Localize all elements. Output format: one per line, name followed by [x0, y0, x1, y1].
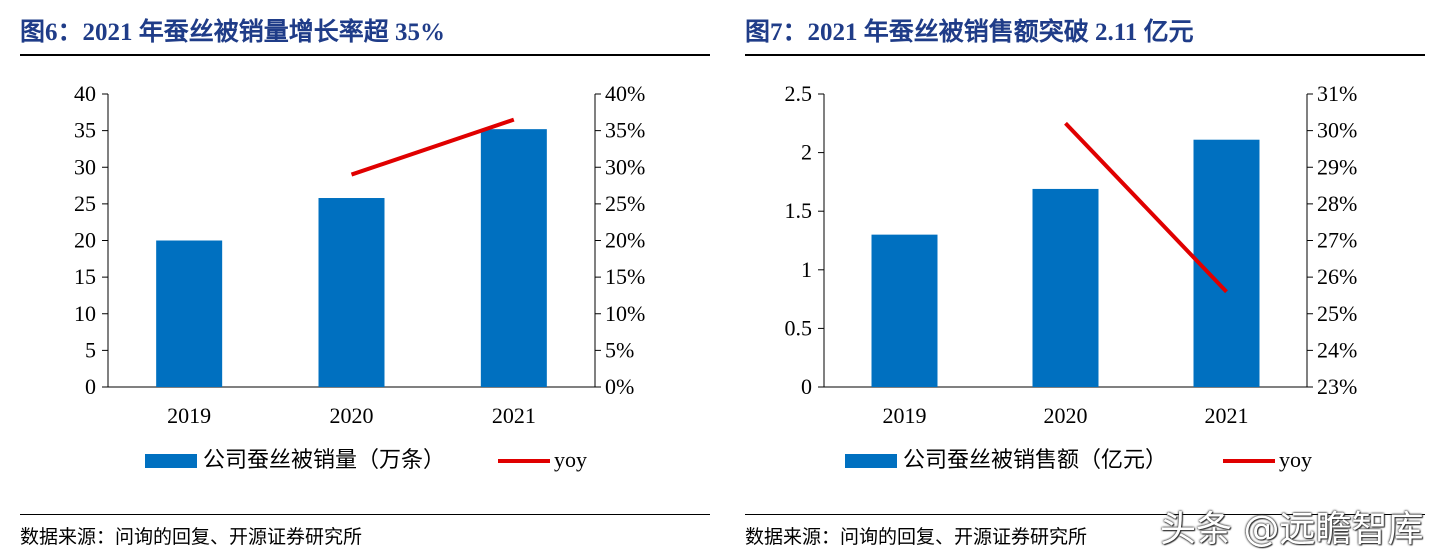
left-tick-label: 10	[74, 301, 96, 326]
bar	[1193, 139, 1260, 387]
right-tick-label: 30%	[605, 154, 645, 179]
legend-bar-label: 公司蚕丝被销量（万条）	[203, 447, 445, 472]
chart-2-plot: 0 0.5 1 1.5 2 2.5 23% 24% 25% 26% 27% 28% 29% 30% 31% 2…	[785, 81, 1358, 472]
right-tick-label: 28%	[1317, 191, 1357, 216]
legend-bar-swatch	[145, 454, 197, 468]
right-tick-label: 27%	[1317, 228, 1357, 253]
left-tick-label: 1.5	[785, 198, 813, 223]
series-line-yoy	[1064, 121, 1228, 294]
chart-1-plot: 0 5 10 15 20 25 30 35 40 0% 5% 10% 15% 20% 25% 30% 35% 40…	[74, 81, 645, 472]
left-tick-label: 2.5	[785, 81, 813, 106]
right-tick-label: 30%	[1317, 118, 1357, 143]
left-tick-label: 0	[801, 374, 812, 399]
chart-title: 图6：2021 年蚕丝被销量增长率超 35%	[20, 19, 446, 46]
x-tick-label: 2020	[1044, 403, 1088, 428]
legend-bar-swatch	[845, 454, 897, 468]
bar	[156, 240, 223, 387]
title-divider	[20, 54, 710, 56]
bar	[1032, 188, 1099, 387]
right-tick-label: 40%	[605, 81, 645, 106]
x-tick-label: 2019	[883, 403, 927, 428]
left-tick-label: 0	[85, 374, 96, 399]
title-divider	[745, 54, 1425, 56]
right-tick-label: 0%	[605, 374, 634, 399]
right-tick-label: 29%	[1317, 154, 1357, 179]
right-tick-label: 31%	[1317, 81, 1357, 106]
x-tick-label: 2020	[330, 403, 374, 428]
source-divider	[745, 514, 1425, 515]
legend-line-label: yoy	[554, 447, 587, 472]
left-tick-label: 1	[801, 257, 812, 282]
legend-line-label: yoy	[1279, 447, 1312, 472]
left-tick-label: 40	[74, 81, 96, 106]
bar	[318, 198, 385, 387]
x-tick-label: 2021	[1205, 403, 1249, 428]
left-tick-label: 30	[74, 154, 96, 179]
left-tick-label: 15	[74, 264, 96, 289]
bar	[480, 129, 547, 387]
right-tick-label: 25%	[1317, 301, 1357, 326]
right-tick-label: 20%	[605, 228, 645, 253]
right-tick-label: 5%	[605, 337, 634, 362]
left-tick-label: 0.5	[785, 315, 813, 340]
watermark: 头条 @远瞻智库	[1160, 509, 1424, 550]
source-note: 数据来源：问询的回复、开源证券研究所	[20, 527, 363, 548]
right-tick-label: 26%	[1317, 264, 1357, 289]
left-tick-label: 5	[85, 337, 96, 362]
series-line-yoy	[350, 117, 515, 177]
right-tick-label: 24%	[1317, 337, 1357, 362]
left-tick-label: 20	[74, 228, 96, 253]
source-note: 数据来源：问询的回复、开源证券研究所	[745, 527, 1088, 548]
bar	[871, 234, 938, 387]
chart-title: 图7：2021 年蚕丝被销售额突破 2.11 亿元	[745, 19, 1194, 46]
left-tick-label: 35	[74, 118, 96, 143]
legend-bar-label: 公司蚕丝被销售额（亿元）	[903, 447, 1167, 472]
left-tick-label: 2	[801, 140, 812, 165]
left-tick-label: 25	[74, 191, 96, 216]
right-tick-label: 10%	[605, 301, 645, 326]
x-tick-label: 2021	[492, 403, 536, 428]
right-tick-label: 23%	[1317, 374, 1357, 399]
x-tick-label: 2019	[167, 403, 211, 428]
right-tick-label: 25%	[605, 191, 645, 216]
right-tick-label: 15%	[605, 264, 645, 289]
source-divider	[20, 514, 710, 515]
right-tick-label: 35%	[605, 118, 645, 143]
